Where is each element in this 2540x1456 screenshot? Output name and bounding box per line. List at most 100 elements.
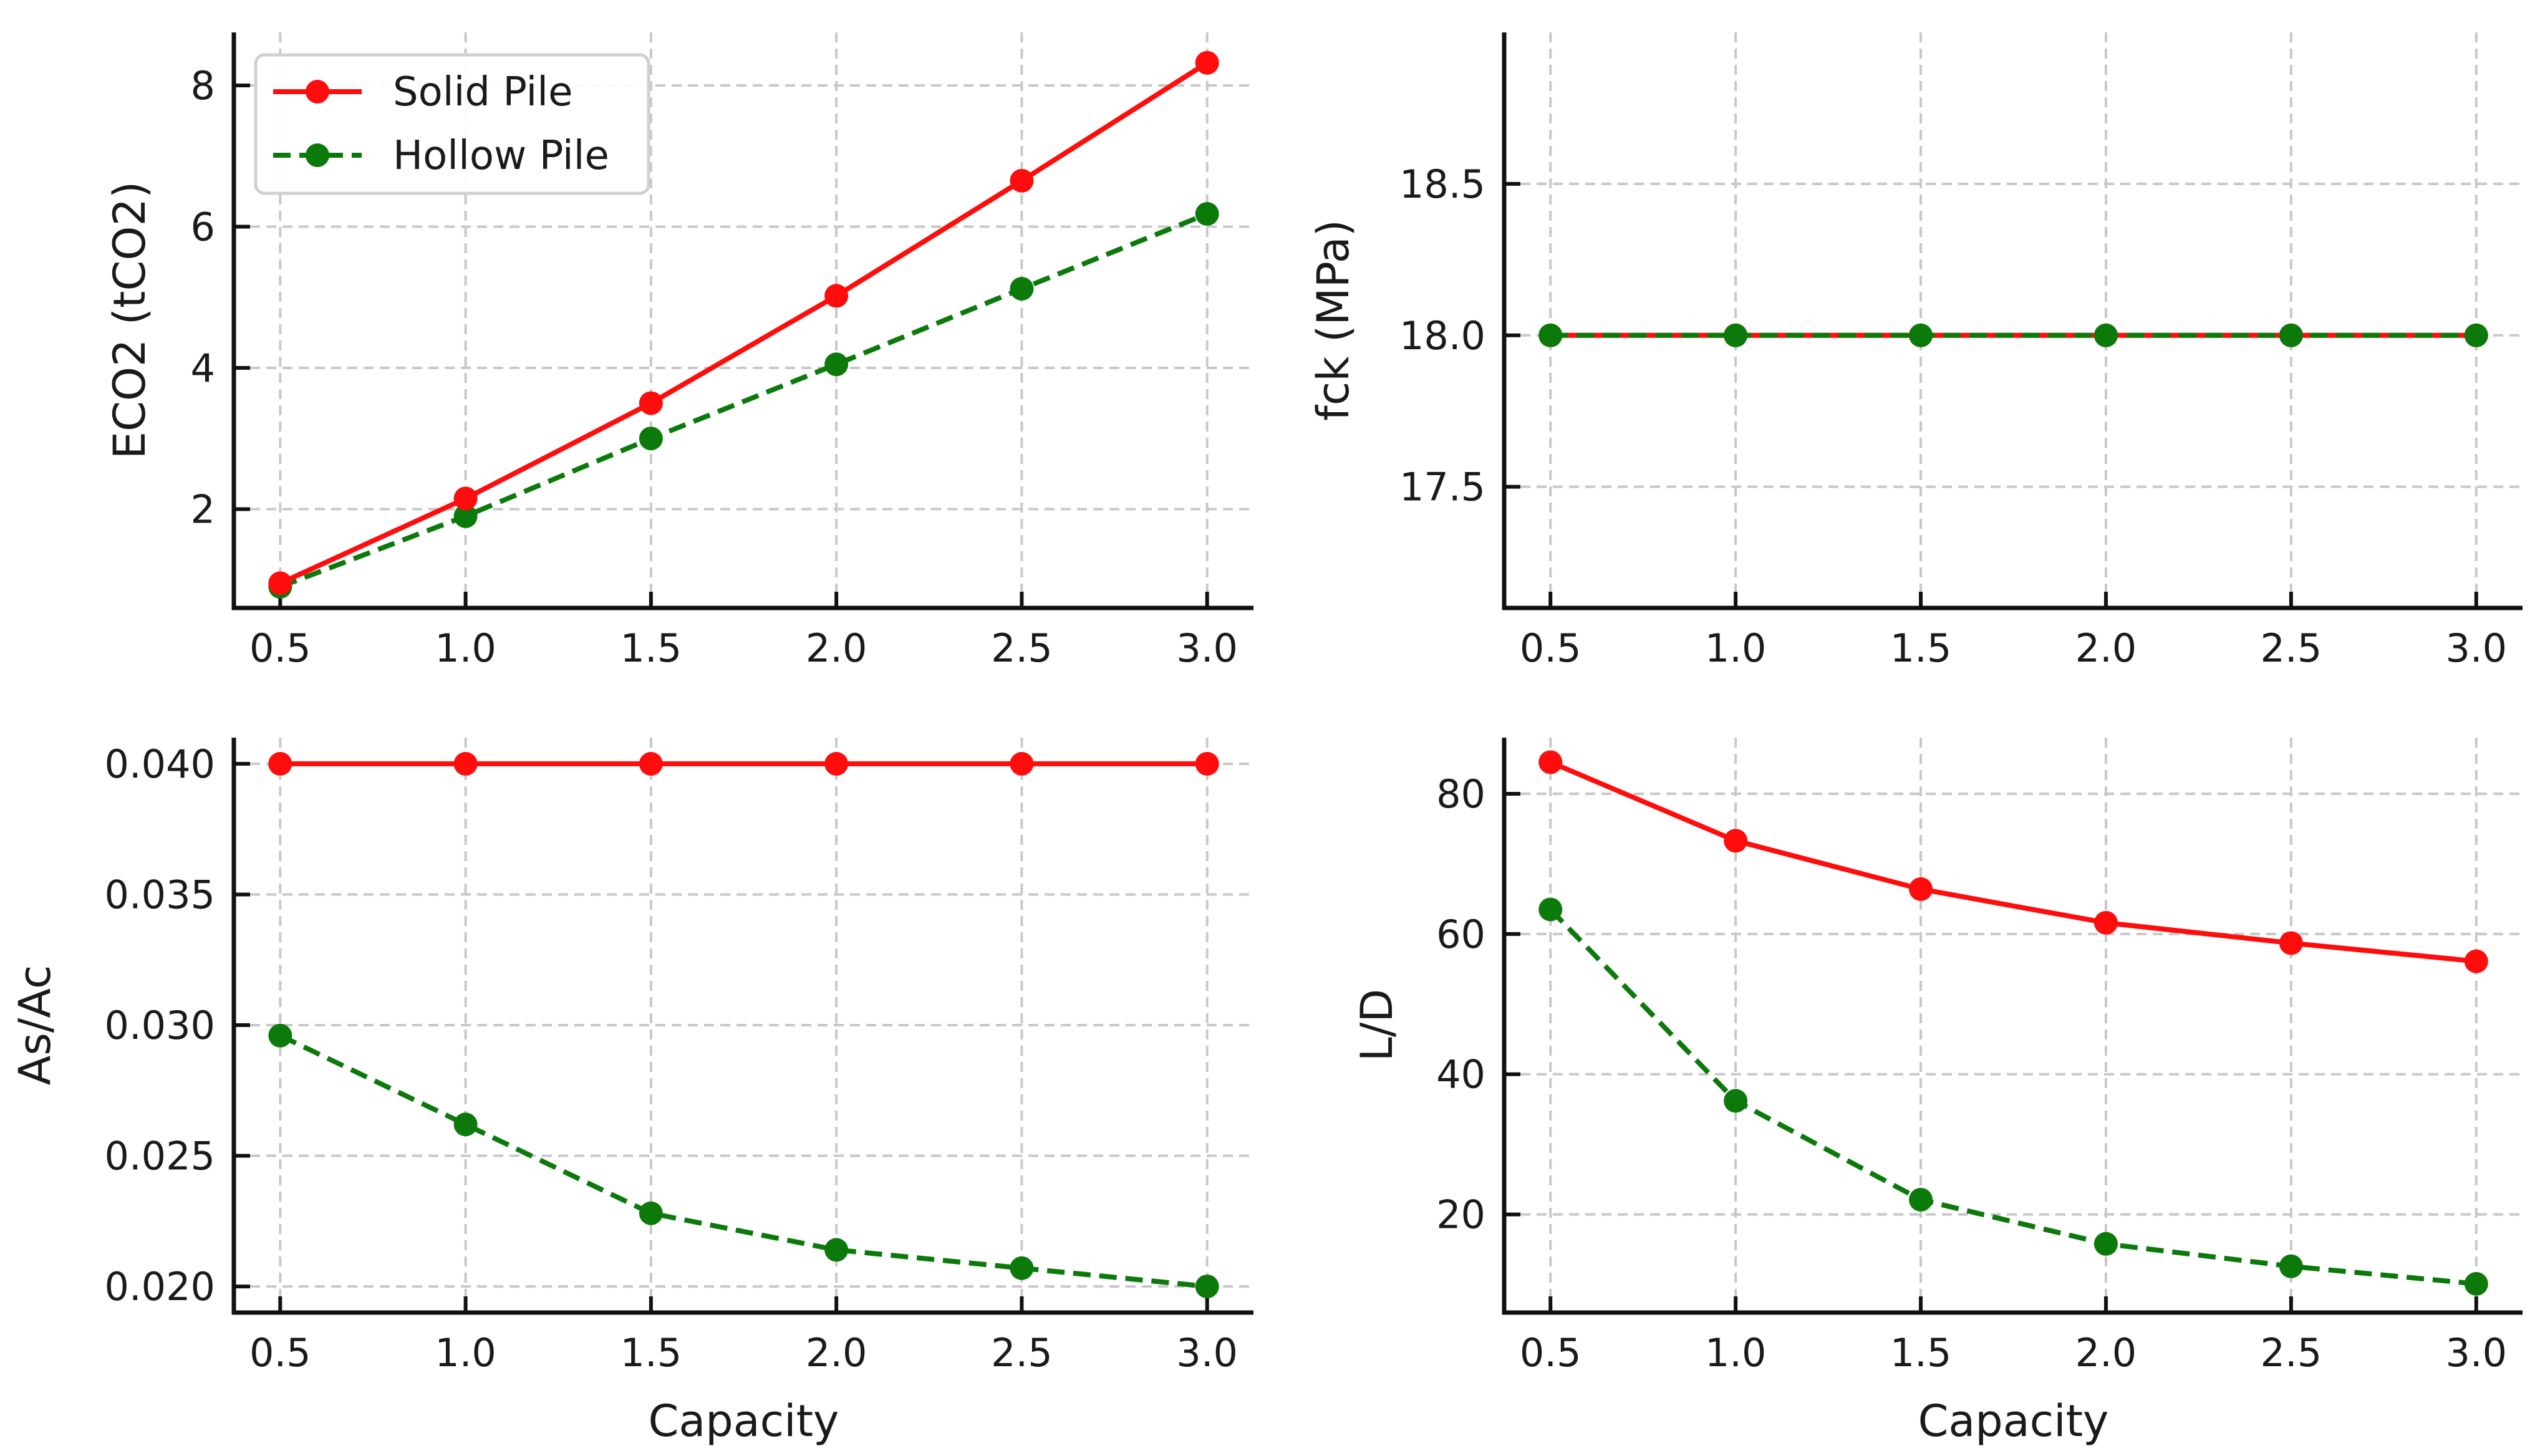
y-tick-label: 8 (191, 63, 215, 108)
solid-pile-marker (453, 486, 478, 511)
hollow-pile-line (279, 211, 1209, 589)
hollow-pile-marker (1195, 1275, 1219, 1299)
y-axis-title: L/D (1351, 989, 1403, 1061)
x-tick-label: 0.5 (249, 1330, 311, 1376)
hollow-pile-marker (824, 1238, 849, 1262)
solid-pile-marker (268, 571, 292, 595)
hollow-pile-marker (453, 504, 478, 528)
solid-pile-marker (639, 751, 663, 776)
solid-pile-marker (1195, 751, 1219, 776)
x-tick-label: 1.5 (621, 625, 682, 671)
x-tick-label: 1.0 (1705, 1330, 1767, 1376)
hollow-pile-line (1548, 907, 2477, 1286)
x-tick-label: 3.0 (1176, 1330, 1238, 1376)
y-tick-label: 0.035 (105, 872, 216, 917)
solid-pile-line (1549, 759, 2477, 964)
y-tick-label: 60 (1436, 912, 1485, 957)
x-tick-label: 2.5 (2261, 1330, 2322, 1376)
solid-pile-marker (2093, 910, 2118, 935)
x-tick-label: 0.5 (249, 625, 311, 671)
solid-pile-marker (1195, 51, 1219, 75)
hollow-pile-marker (2464, 1271, 2488, 1296)
y-tick-label: 0.020 (105, 1264, 216, 1309)
x-tick-label: 0.5 (1520, 1330, 1581, 1376)
y-tick-label: 20 (1436, 1192, 1485, 1238)
y-tick-label: 6 (191, 204, 215, 249)
x-tick-label: 1.5 (621, 1330, 682, 1376)
x-tick-label: 2.0 (2075, 1330, 2137, 1376)
hollow-pile-marker (453, 1112, 478, 1137)
panel-asac: 0.5 1.0 1.5 2.0 2.5 3.0 0.020 0.025 0.030 0.035 0.… (9, 738, 1253, 1447)
solid-pile-marker (1724, 829, 1748, 853)
y-tick-label: 40 (1436, 1052, 1485, 1097)
x-tick-label: 2.0 (2075, 625, 2137, 671)
y-tick-label: 80 (1436, 771, 1485, 817)
legend-swatch-marker (306, 80, 329, 104)
hollow-pile-marker (2464, 323, 2488, 347)
x-tick-label: 2.5 (2261, 625, 2322, 671)
hollow-pile-marker (1909, 1187, 1933, 1212)
solid-pile-marker (268, 751, 292, 776)
hollow-pile-marker (639, 427, 663, 451)
hollow-pile-marker (1909, 323, 1933, 347)
solid-pile-marker (1538, 750, 1563, 774)
solid-pile-marker (639, 391, 663, 415)
hollow-pile-marker (2279, 1254, 2303, 1278)
x-tick-label: 2.5 (991, 1330, 1053, 1376)
hollow-pile-marker (1724, 323, 1748, 347)
legend: Solid Pile Hollow Pile (254, 53, 650, 195)
y-tick-label: 2 (191, 486, 215, 532)
x-tick-label: 3.0 (1176, 625, 1238, 671)
x-tick-label: 1.5 (1890, 625, 1952, 671)
solid-pile-marker (1010, 168, 1034, 193)
x-tick-label: 2.5 (991, 625, 1053, 671)
x-tick-label: 1.5 (1890, 1330, 1952, 1376)
y-axis-title: fck (MPa) (1308, 219, 1359, 421)
y-tick-label: 0.030 (105, 1003, 216, 1048)
hollow-pile-marker (2093, 323, 2118, 347)
x-tick-label: 2.0 (806, 625, 867, 671)
hollow-pile-marker (2093, 1232, 2118, 1256)
hollow-pile-marker (1538, 323, 1563, 347)
panel-fck: 0.5 1.0 1.5 2.0 2.5 3.0 17.5 18.0 18.5 fck (MPa) (1308, 32, 2523, 671)
solid-pile-marker (2464, 949, 2488, 973)
hollow-pile-marker (1010, 277, 1034, 301)
legend-label: Hollow Pile (393, 133, 609, 179)
hollow-pile-marker (1010, 1256, 1034, 1280)
solid-pile-line (279, 60, 1209, 586)
x-tick-label: 2.0 (806, 1330, 867, 1376)
hollow-pile-marker (268, 1023, 292, 1048)
x-tick-label: 1.0 (435, 625, 496, 671)
hollow-pile-marker (1195, 202, 1219, 226)
y-tick-label: 18.0 (1399, 313, 1485, 359)
panel-ld: 0.5 1.0 1.5 2.0 2.5 3.0 20 40 60 80 L/D Capacity (1351, 738, 2523, 1447)
y-tick-label: 0.040 (105, 741, 216, 787)
solid-pile-marker (824, 284, 849, 308)
y-tick-label: 4 (191, 345, 215, 391)
y-axis-title: As/Ac (9, 965, 60, 1085)
solid-pile-marker (2279, 931, 2303, 955)
y-axis-title: ECO2 (tCO2) (104, 181, 155, 460)
hollow-pile-line (279, 1033, 1208, 1290)
hollow-pile-marker (1724, 1089, 1748, 1113)
solid-pile-marker (1909, 877, 1933, 901)
y-tick-label: 17.5 (1399, 465, 1485, 510)
x-tick-label: 3.0 (2445, 1330, 2507, 1376)
x-tick-label: 1.0 (435, 1330, 496, 1376)
x-tick-label: 0.5 (1520, 625, 1581, 671)
x-axis-title: Capacity (1918, 1396, 2109, 1447)
solid-pile-marker (1010, 751, 1034, 776)
hollow-pile-marker (2279, 323, 2303, 347)
solid-pile-marker (824, 751, 849, 776)
x-axis-title: Capacity (649, 1396, 839, 1447)
panel-eco2: 0.5 1.0 1.5 2.0 2.5 3.0 2 4 6 8 ECO2 (tCO2) Solid P… (104, 32, 1253, 671)
y-tick-label: 18.5 (1399, 162, 1485, 207)
hollow-pile-marker (639, 1201, 663, 1225)
legend-label: Solid Pile (393, 69, 572, 115)
x-tick-label: 3.0 (2445, 625, 2507, 671)
x-tick-label: 1.0 (1705, 625, 1767, 671)
legend-swatch-marker (306, 143, 329, 167)
solid-pile-marker (453, 751, 478, 776)
y-tick-label: 0.025 (105, 1134, 216, 1179)
